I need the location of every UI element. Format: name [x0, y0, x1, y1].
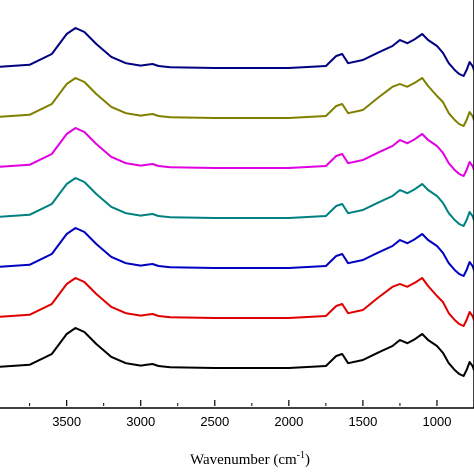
spectrum-series-4 [0, 177, 474, 227]
x-axis-title: Wavenumber (cm-1) [190, 450, 310, 468]
x-axis-title-main: Wavenumber (cm [190, 452, 297, 468]
spectrum-series-5 [0, 227, 474, 277]
plot-frame [0, 0, 474, 409]
x-tick-label: 1000 [423, 414, 452, 429]
spectrum-series-7 [0, 327, 474, 377]
x-axis-ticks: 3500 3000 2500 2000 1500 1000 [29, 400, 474, 429]
spectrum-series-1 [0, 27, 474, 77]
spectrum-series-3 [0, 127, 474, 177]
x-tick-label: 3000 [126, 414, 155, 429]
x-tick-label: 3500 [52, 414, 81, 429]
x-tick-label: 2000 [274, 414, 303, 429]
spectrum-series-6 [0, 277, 474, 327]
x-axis-title-superscript: -1 [297, 450, 305, 461]
x-axis-title-close: ) [305, 452, 310, 468]
series-layer [0, 27, 474, 377]
spectrum-series-2 [0, 77, 474, 127]
x-tick-label: 1500 [348, 414, 377, 429]
x-tick-label: 2500 [200, 414, 229, 429]
